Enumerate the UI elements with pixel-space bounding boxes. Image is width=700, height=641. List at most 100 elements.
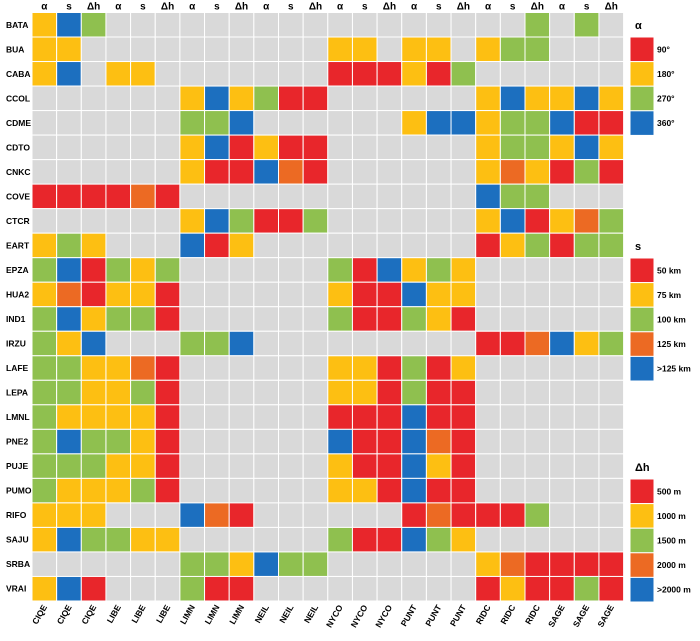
heatmap-cell	[549, 551, 575, 577]
heatmap-cell	[80, 453, 107, 479]
heatmap-cell	[179, 61, 206, 87]
heatmap-cell	[204, 575, 230, 602]
heatmap-cell	[253, 85, 280, 112]
heatmap-cell	[573, 85, 600, 112]
heatmap-cell	[327, 330, 353, 357]
heatmap-cell	[573, 110, 600, 136]
heatmap-cell	[327, 85, 353, 112]
heatmap-cell	[278, 355, 304, 381]
heatmap-cell	[302, 159, 329, 185]
heatmap-cell	[105, 183, 132, 210]
heatmap-cell	[80, 85, 107, 112]
heatmap-cell	[228, 281, 255, 308]
heatmap-cell	[499, 551, 526, 577]
heatmap-cell	[573, 526, 600, 553]
heatmap-cell	[524, 453, 551, 479]
heatmap-cell	[253, 183, 280, 210]
legend-entry: 270°	[657, 94, 675, 104]
top-param-label: α	[41, 2, 48, 13]
heatmap-cell	[179, 232, 206, 259]
heatmap-cell	[351, 257, 378, 283]
heatmap-cell	[154, 306, 181, 332]
heatmap-cell	[549, 453, 575, 479]
heatmap-cell	[278, 306, 304, 332]
heatmap-cell	[598, 134, 625, 161]
heatmap-cell	[524, 330, 551, 357]
heatmap-cell	[31, 183, 58, 210]
heatmap-cell	[475, 306, 501, 332]
legend-swatch	[629, 282, 655, 308]
top-param-label: α	[115, 2, 122, 13]
heatmap-cell	[573, 12, 600, 38]
heatmap-cell	[130, 355, 156, 381]
heatmap-cell	[475, 379, 501, 406]
heatmap-cell	[376, 61, 403, 87]
heatmap-cell	[31, 502, 58, 528]
heatmap-cell	[302, 61, 329, 87]
heatmap-cell	[80, 355, 107, 381]
legend-entry: 50 km	[657, 265, 682, 275]
heatmap-cell	[598, 379, 625, 406]
heatmap-cell	[401, 526, 427, 553]
heatmap-cell	[278, 183, 304, 210]
heatmap-cell	[228, 183, 255, 210]
heatmap-cell	[228, 453, 255, 479]
heatmap-cell	[80, 404, 107, 430]
heatmap-cell	[425, 85, 452, 112]
heatmap-cell	[228, 159, 255, 185]
heatmap-cell	[179, 330, 206, 357]
heatmap-cell	[130, 330, 156, 357]
heatmap-cell	[204, 355, 230, 381]
heatmap-cell	[351, 404, 378, 430]
heatmap-cell	[56, 257, 82, 283]
heatmap-cell	[327, 208, 353, 234]
heatmap-cell	[31, 134, 58, 161]
heatmap-cell	[278, 502, 304, 528]
heatmap-cell	[253, 404, 280, 430]
heatmap-cell	[105, 428, 132, 455]
heatmap-cell	[253, 257, 280, 283]
heatmap-cell	[204, 110, 230, 136]
heatmap-cell	[31, 306, 58, 332]
heatmap-cell	[376, 453, 403, 479]
legend-entry: 125 km	[657, 339, 686, 349]
heatmap-cell	[351, 110, 378, 136]
heatmap-cell	[327, 159, 353, 185]
heatmap-cell	[253, 281, 280, 308]
column-label: SAGE	[571, 603, 592, 629]
heatmap-cell	[302, 183, 329, 210]
heatmap-cell	[475, 232, 501, 259]
column-label: RIDC	[474, 603, 493, 626]
heatmap-cell	[179, 453, 206, 479]
heatmap-cell	[302, 134, 329, 161]
heatmap-cell	[31, 330, 58, 357]
heatmap-cell	[524, 61, 551, 87]
heatmap-cell	[499, 257, 526, 283]
row-label: CTCR	[6, 216, 30, 226]
heatmap-cell	[154, 12, 181, 38]
heatmap-cell	[401, 36, 427, 63]
heatmap-cell	[598, 453, 625, 479]
heatmap-cell	[499, 477, 526, 504]
heatmap-cell	[376, 134, 403, 161]
heatmap-cell	[154, 183, 181, 210]
heatmap-cell	[450, 232, 477, 259]
heatmap-cell	[253, 575, 280, 602]
heatmap-cell	[80, 477, 107, 504]
top-param-label: s	[362, 2, 368, 13]
heatmap-cell	[475, 257, 501, 283]
heatmap-cell	[376, 330, 403, 357]
heatmap-cell	[228, 526, 255, 553]
heatmap-cell	[130, 575, 156, 602]
row-label: BUA	[6, 44, 24, 54]
heatmap-cell	[253, 159, 280, 185]
heatmap-cell	[573, 159, 600, 185]
legend-swatch	[629, 552, 655, 578]
heatmap-cell	[549, 183, 575, 210]
heatmap-cell	[499, 61, 526, 87]
heatmap-cell	[475, 110, 501, 136]
heatmap-cell	[204, 85, 230, 112]
heatmap-cell	[598, 551, 625, 577]
column-label: NEIL	[302, 603, 320, 625]
legend-swatch	[629, 110, 655, 136]
